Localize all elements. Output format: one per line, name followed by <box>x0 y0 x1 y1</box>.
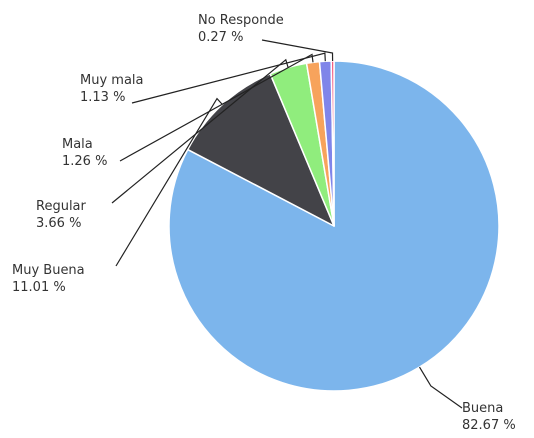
connector-line-regular <box>111 58 289 204</box>
connector-line-no-responde <box>261 39 334 62</box>
label-muy-mala: Muy mala 1.13 % <box>80 73 144 105</box>
label-mala: Mala 1.26 % <box>62 137 108 169</box>
pie-slice-no-responde <box>330 60 335 227</box>
connector-line-muy-mala <box>131 52 326 104</box>
connector-line-mala <box>119 53 314 162</box>
label-buena: Buena 82.67 % <box>462 401 516 433</box>
label-no-responde: No Responde 0.27 % <box>198 13 284 45</box>
connector-line-muy-buena <box>115 97 223 267</box>
label-muy-buena: Muy Buena 11.01 % <box>12 263 85 295</box>
connector-line-buena <box>418 366 463 409</box>
label-regular: Regular 3.66 % <box>36 199 86 231</box>
